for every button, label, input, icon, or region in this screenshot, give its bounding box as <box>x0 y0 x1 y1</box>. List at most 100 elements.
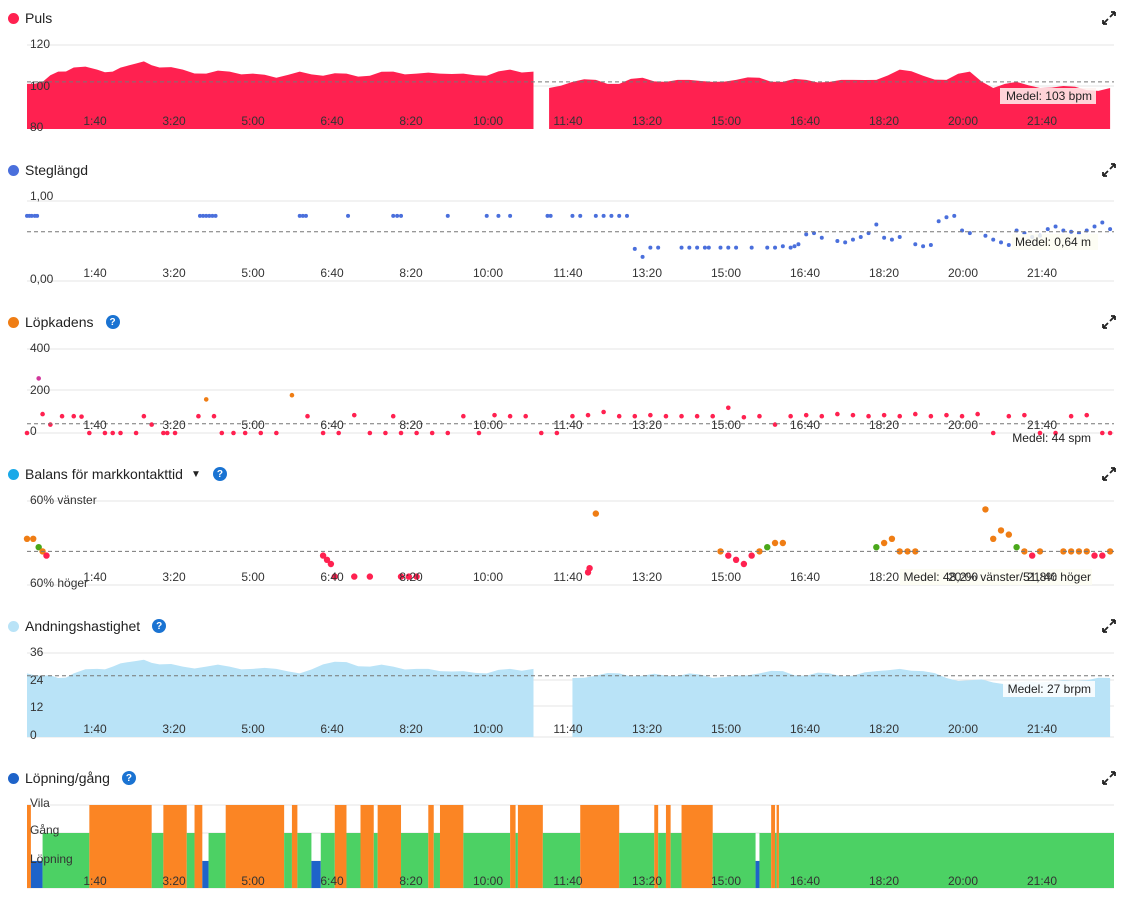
data-point <box>336 430 341 436</box>
mean-label-bg <box>1000 88 1096 104</box>
data-point <box>40 411 45 417</box>
area-series <box>27 61 534 129</box>
x-tick-label: 11:40 <box>553 570 582 584</box>
help-icon[interactable]: ? <box>152 619 167 633</box>
data-point <box>679 245 684 250</box>
caret-down-icon[interactable]: ▼ <box>190 468 201 480</box>
lopning-legend-dot <box>8 772 19 784</box>
data-point <box>545 213 550 218</box>
chart-lopkadens: 400 200 0 Medel: 44 spm 1:40 3:20 5:00 6:40 8:20… <box>24 341 1114 445</box>
data-point <box>461 413 466 419</box>
data-point <box>999 240 1004 245</box>
data-point <box>1091 552 1098 559</box>
data-point <box>997 527 1005 534</box>
x-tick-label: 5:00 <box>241 570 265 584</box>
x-tick-label: 1:40 <box>83 570 107 584</box>
data-point <box>548 213 553 218</box>
x-tick-label: 11:40 <box>553 874 582 888</box>
data-point <box>944 412 949 418</box>
x-tick-label: 10:00 <box>473 114 503 128</box>
data-point <box>351 412 357 418</box>
panel-header: Steglängd <box>8 160 88 180</box>
data-point <box>858 235 863 240</box>
data-point <box>609 213 614 218</box>
panel-header: Löpkadens ? <box>8 312 120 332</box>
x-tick-label: 10:00 <box>473 570 503 584</box>
expand-icon[interactable] <box>1101 10 1117 26</box>
data-point <box>297 213 302 218</box>
data-point <box>803 412 809 418</box>
data-point <box>327 560 335 568</box>
x-tick-label: 15:00 <box>711 266 741 280</box>
data-point <box>219 430 225 436</box>
data-point <box>601 409 606 415</box>
data-point <box>405 573 413 580</box>
state-segment <box>771 805 776 888</box>
x-tick-label: 8:20 <box>399 266 423 280</box>
x-tick-label: 1:40 <box>83 266 107 280</box>
expand-icon[interactable] <box>1101 314 1117 330</box>
expand-icon[interactable] <box>1101 466 1117 482</box>
data-point <box>196 413 201 419</box>
x-tick-label: 20:00 <box>948 266 978 280</box>
chart-andning: 36 24 12 0 Medel: 27 brpm 1:40 3:20 5:00 6:40 8:2… <box>27 645 1114 742</box>
data-point <box>1100 430 1105 436</box>
x-tick-label: 3:20 <box>162 874 186 888</box>
help-icon[interactable]: ? <box>105 315 120 329</box>
y-tick-label: 1,00 <box>30 189 54 203</box>
data-point <box>1053 430 1058 436</box>
mean-label: Medel: 103 bpm <box>1006 89 1092 103</box>
expand-icon[interactable] <box>1101 618 1117 634</box>
mean-label: Medel: 0,64 m <box>1015 235 1091 249</box>
help-icon[interactable]: ? <box>212 467 227 481</box>
x-tick-label: 20:00 <box>948 874 978 888</box>
data-point <box>748 552 755 559</box>
expand-icon[interactable] <box>1101 770 1117 786</box>
state-segment <box>433 833 440 888</box>
data-point <box>366 573 374 580</box>
data-point <box>913 242 918 247</box>
data-point <box>896 548 903 555</box>
x-tick-label: 6:40 <box>320 418 344 432</box>
x-tick-label: 10:00 <box>473 266 503 280</box>
x-tick-label: 16:40 <box>790 266 820 280</box>
data-point <box>391 213 396 218</box>
expand-icon[interactable] <box>1101 162 1117 178</box>
data-point <box>843 240 848 245</box>
data-point <box>476 430 482 436</box>
panel-header: Balans för markkontakttid ▼ ? <box>8 464 227 484</box>
data-point <box>772 422 778 427</box>
x-tick-label: 20:00 <box>948 570 978 584</box>
state-segment <box>30 861 43 888</box>
x-tick-label: 10:00 <box>473 418 503 432</box>
data-point <box>928 242 933 247</box>
y-tick-label: 60% höger <box>30 576 88 590</box>
state-segment <box>510 805 516 888</box>
help-icon[interactable]: ? <box>121 771 136 785</box>
x-tick-label: 3:20 <box>162 266 186 280</box>
data-point <box>172 430 178 436</box>
data-point <box>24 430 30 436</box>
data-point <box>991 237 996 242</box>
y-tick-label: 36 <box>30 645 44 659</box>
andning-legend-dot <box>8 620 19 632</box>
data-point <box>687 245 692 250</box>
data-point <box>213 213 218 218</box>
data-point <box>59 413 65 419</box>
x-tick-label: 8:20 <box>399 722 423 736</box>
data-point <box>1099 552 1106 559</box>
data-point <box>741 414 747 420</box>
data-point <box>835 411 840 417</box>
data-point <box>570 213 575 218</box>
x-tick-label: 8:20 <box>399 874 423 888</box>
data-point <box>982 506 989 513</box>
data-point <box>757 413 762 419</box>
x-tick-label: 18:20 <box>869 114 899 128</box>
mean-label: Medel: 44 spm <box>1012 431 1091 445</box>
data-point <box>617 213 622 218</box>
data-point <box>679 413 684 419</box>
data-point <box>383 430 388 436</box>
y-tick-label: 100 <box>30 79 50 93</box>
data-point <box>725 405 731 411</box>
x-tick-label: 16:40 <box>790 570 820 584</box>
